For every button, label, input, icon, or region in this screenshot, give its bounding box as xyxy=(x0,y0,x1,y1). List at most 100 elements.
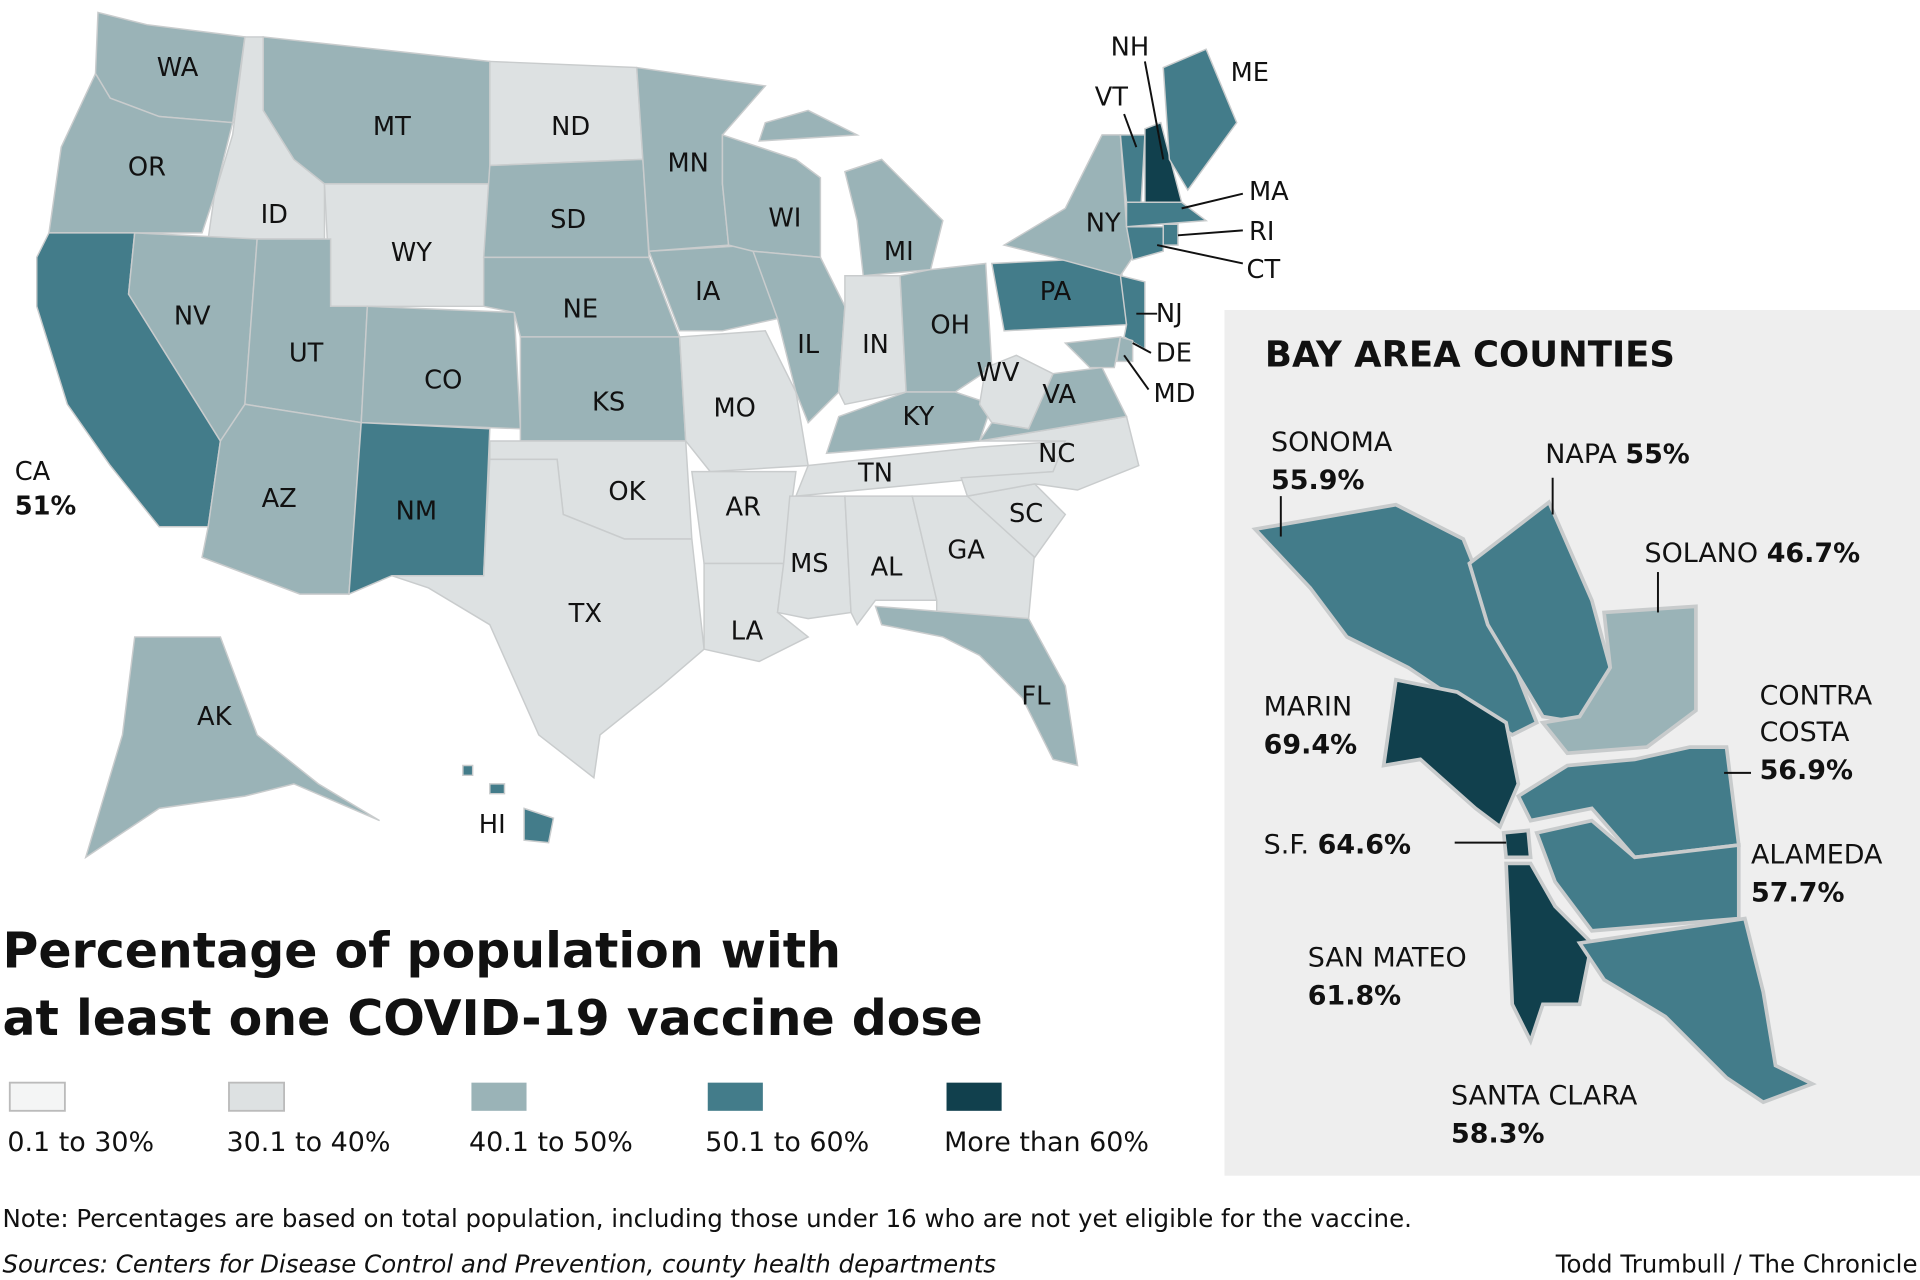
state-shape xyxy=(1125,225,1164,261)
state-label-oh: OH xyxy=(930,310,970,340)
legend-item: 0.1 to 30% xyxy=(7,1081,154,1158)
county-label-marin: MARIN 69.4% xyxy=(1264,691,1357,760)
county-name: ALAMEDA xyxy=(1751,839,1883,870)
state-label-ks: KS xyxy=(592,387,625,417)
state-label-mt: MT xyxy=(373,112,411,142)
state-label-wy: WY xyxy=(391,238,432,268)
state-label-in: IN xyxy=(862,330,889,360)
state-shape xyxy=(758,109,860,142)
state-label-pa: PA xyxy=(1040,277,1072,307)
state-label-ak: AK xyxy=(197,702,233,732)
state-label-wa: WA xyxy=(157,53,199,83)
state-label-id: ID xyxy=(261,200,288,230)
legend-label: 0.1 to 30% xyxy=(7,1127,154,1158)
legend-swatch xyxy=(946,1082,1002,1111)
state-shape xyxy=(489,783,506,795)
state-label-wi: WI xyxy=(768,204,801,234)
state-label-la: LA xyxy=(731,616,764,646)
county-label-contra-costa: CONTRA COSTA 56.9% xyxy=(1760,680,1873,786)
state-wi xyxy=(721,133,822,259)
county-value: 57.7% xyxy=(1751,877,1844,908)
county-contra-costa xyxy=(1515,745,1741,860)
bay-area-counties-map xyxy=(1251,499,1817,1105)
chart-title-line2: at least one COVID-19 vaccine dose xyxy=(2,990,982,1047)
county-name: SANTA CLARA xyxy=(1451,1081,1638,1112)
state-label-mi: MI xyxy=(884,237,914,267)
county-name: SONOMA xyxy=(1271,427,1393,458)
legend-item: 40.1 to 50% xyxy=(469,1082,633,1158)
state-label-ne: NE xyxy=(563,294,598,324)
county-name: COSTA xyxy=(1760,717,1850,748)
legend-swatch xyxy=(707,1082,763,1111)
state-label-mo: MO xyxy=(713,394,755,424)
state-label-ms: MS xyxy=(790,549,829,579)
state-shape xyxy=(1125,201,1209,228)
state-label-ny: NY xyxy=(1086,209,1121,239)
county-label-solano: SOLANO 46.7% xyxy=(1644,538,1860,569)
county-name: CONTRA xyxy=(1760,680,1873,711)
state-label-mn: MN xyxy=(667,149,708,179)
state-label-ar: AR xyxy=(726,493,762,523)
county-name: S.F. xyxy=(1264,830,1318,861)
state-label-de: DE xyxy=(1156,338,1192,368)
county-labels: SONOMA 55.9% NAPA 55% SOLANO 46.7% MARIN 69.4… xyxy=(1264,427,1883,1150)
legend-swatch xyxy=(228,1081,285,1112)
state-label-tn: TN xyxy=(857,458,893,488)
state-shape xyxy=(1063,336,1122,369)
state-ct xyxy=(1125,225,1164,261)
county-alameda xyxy=(1534,818,1741,933)
legend-label: 30.1 to 40% xyxy=(227,1127,391,1158)
county-value: 64.6% xyxy=(1318,830,1411,861)
state-label-ct: CT xyxy=(1247,255,1281,285)
leader-lines xyxy=(1123,61,1244,391)
state-label-ut: UT xyxy=(289,338,324,368)
county-leader-lines xyxy=(1279,477,1752,844)
county-name: MARIN xyxy=(1264,691,1352,722)
state-ny xyxy=(1002,134,1134,277)
state-label-md: MD xyxy=(1153,379,1195,409)
state-hi xyxy=(462,764,555,844)
county-label-s-f: S.F. 64.6% xyxy=(1264,830,1411,861)
state-fl xyxy=(874,605,1079,767)
state-label-wv: WV xyxy=(976,358,1019,388)
note: Note: Percentages are based on total pop… xyxy=(2,1204,1411,1233)
county-value: 55.9% xyxy=(1271,465,1364,496)
chart-title-line1: Percentage of population with xyxy=(2,923,841,980)
credit: Todd Trumbull / The Chronicle xyxy=(1555,1249,1918,1278)
state-shape xyxy=(1162,223,1179,246)
state-label-nd: ND xyxy=(551,112,590,142)
legend-item: 50.1 to 60% xyxy=(705,1082,869,1158)
county-marin xyxy=(1381,677,1521,830)
legend-label: More than 60% xyxy=(944,1127,1149,1158)
bay-area-title: BAY AREA COUNTIES xyxy=(1265,334,1675,375)
state-label-sc: SC xyxy=(1009,499,1043,529)
legend-item: More than 60% xyxy=(944,1082,1149,1158)
state-label-va: VA xyxy=(1042,380,1076,410)
state-shape xyxy=(1115,335,1134,363)
county-label-alameda: ALAMEDA 57.7% xyxy=(1751,839,1883,908)
county-santa-clara xyxy=(1576,916,1817,1105)
state-mt xyxy=(262,36,491,185)
county-solano xyxy=(1539,604,1698,756)
legend-swatch xyxy=(8,1081,66,1112)
state-il xyxy=(751,250,846,424)
state-shape xyxy=(751,250,846,424)
state-value-ca: 51% xyxy=(15,491,77,521)
state-de xyxy=(1115,335,1134,363)
county-value: 46.7% xyxy=(1767,538,1860,569)
sources: Sources: Centers for Disease Control and… xyxy=(2,1249,996,1278)
legend-swatch xyxy=(471,1082,527,1111)
state-label-ma: MA xyxy=(1249,177,1289,207)
county-name: SAN MATEO xyxy=(1308,942,1467,973)
us-states-map xyxy=(36,11,1238,860)
state-shape xyxy=(721,133,822,259)
state-label-fl: FL xyxy=(1021,681,1051,711)
county-label-san-mateo: SAN MATEO 61.8% xyxy=(1308,942,1467,1011)
state-shape xyxy=(874,605,1079,767)
state-shape xyxy=(84,636,380,860)
state-label-vt: VT xyxy=(1095,83,1129,113)
state-label-ri: RI xyxy=(1249,217,1274,247)
legend-label: 40.1 to 50% xyxy=(469,1127,633,1158)
legend-label: 50.1 to 60% xyxy=(705,1127,869,1158)
